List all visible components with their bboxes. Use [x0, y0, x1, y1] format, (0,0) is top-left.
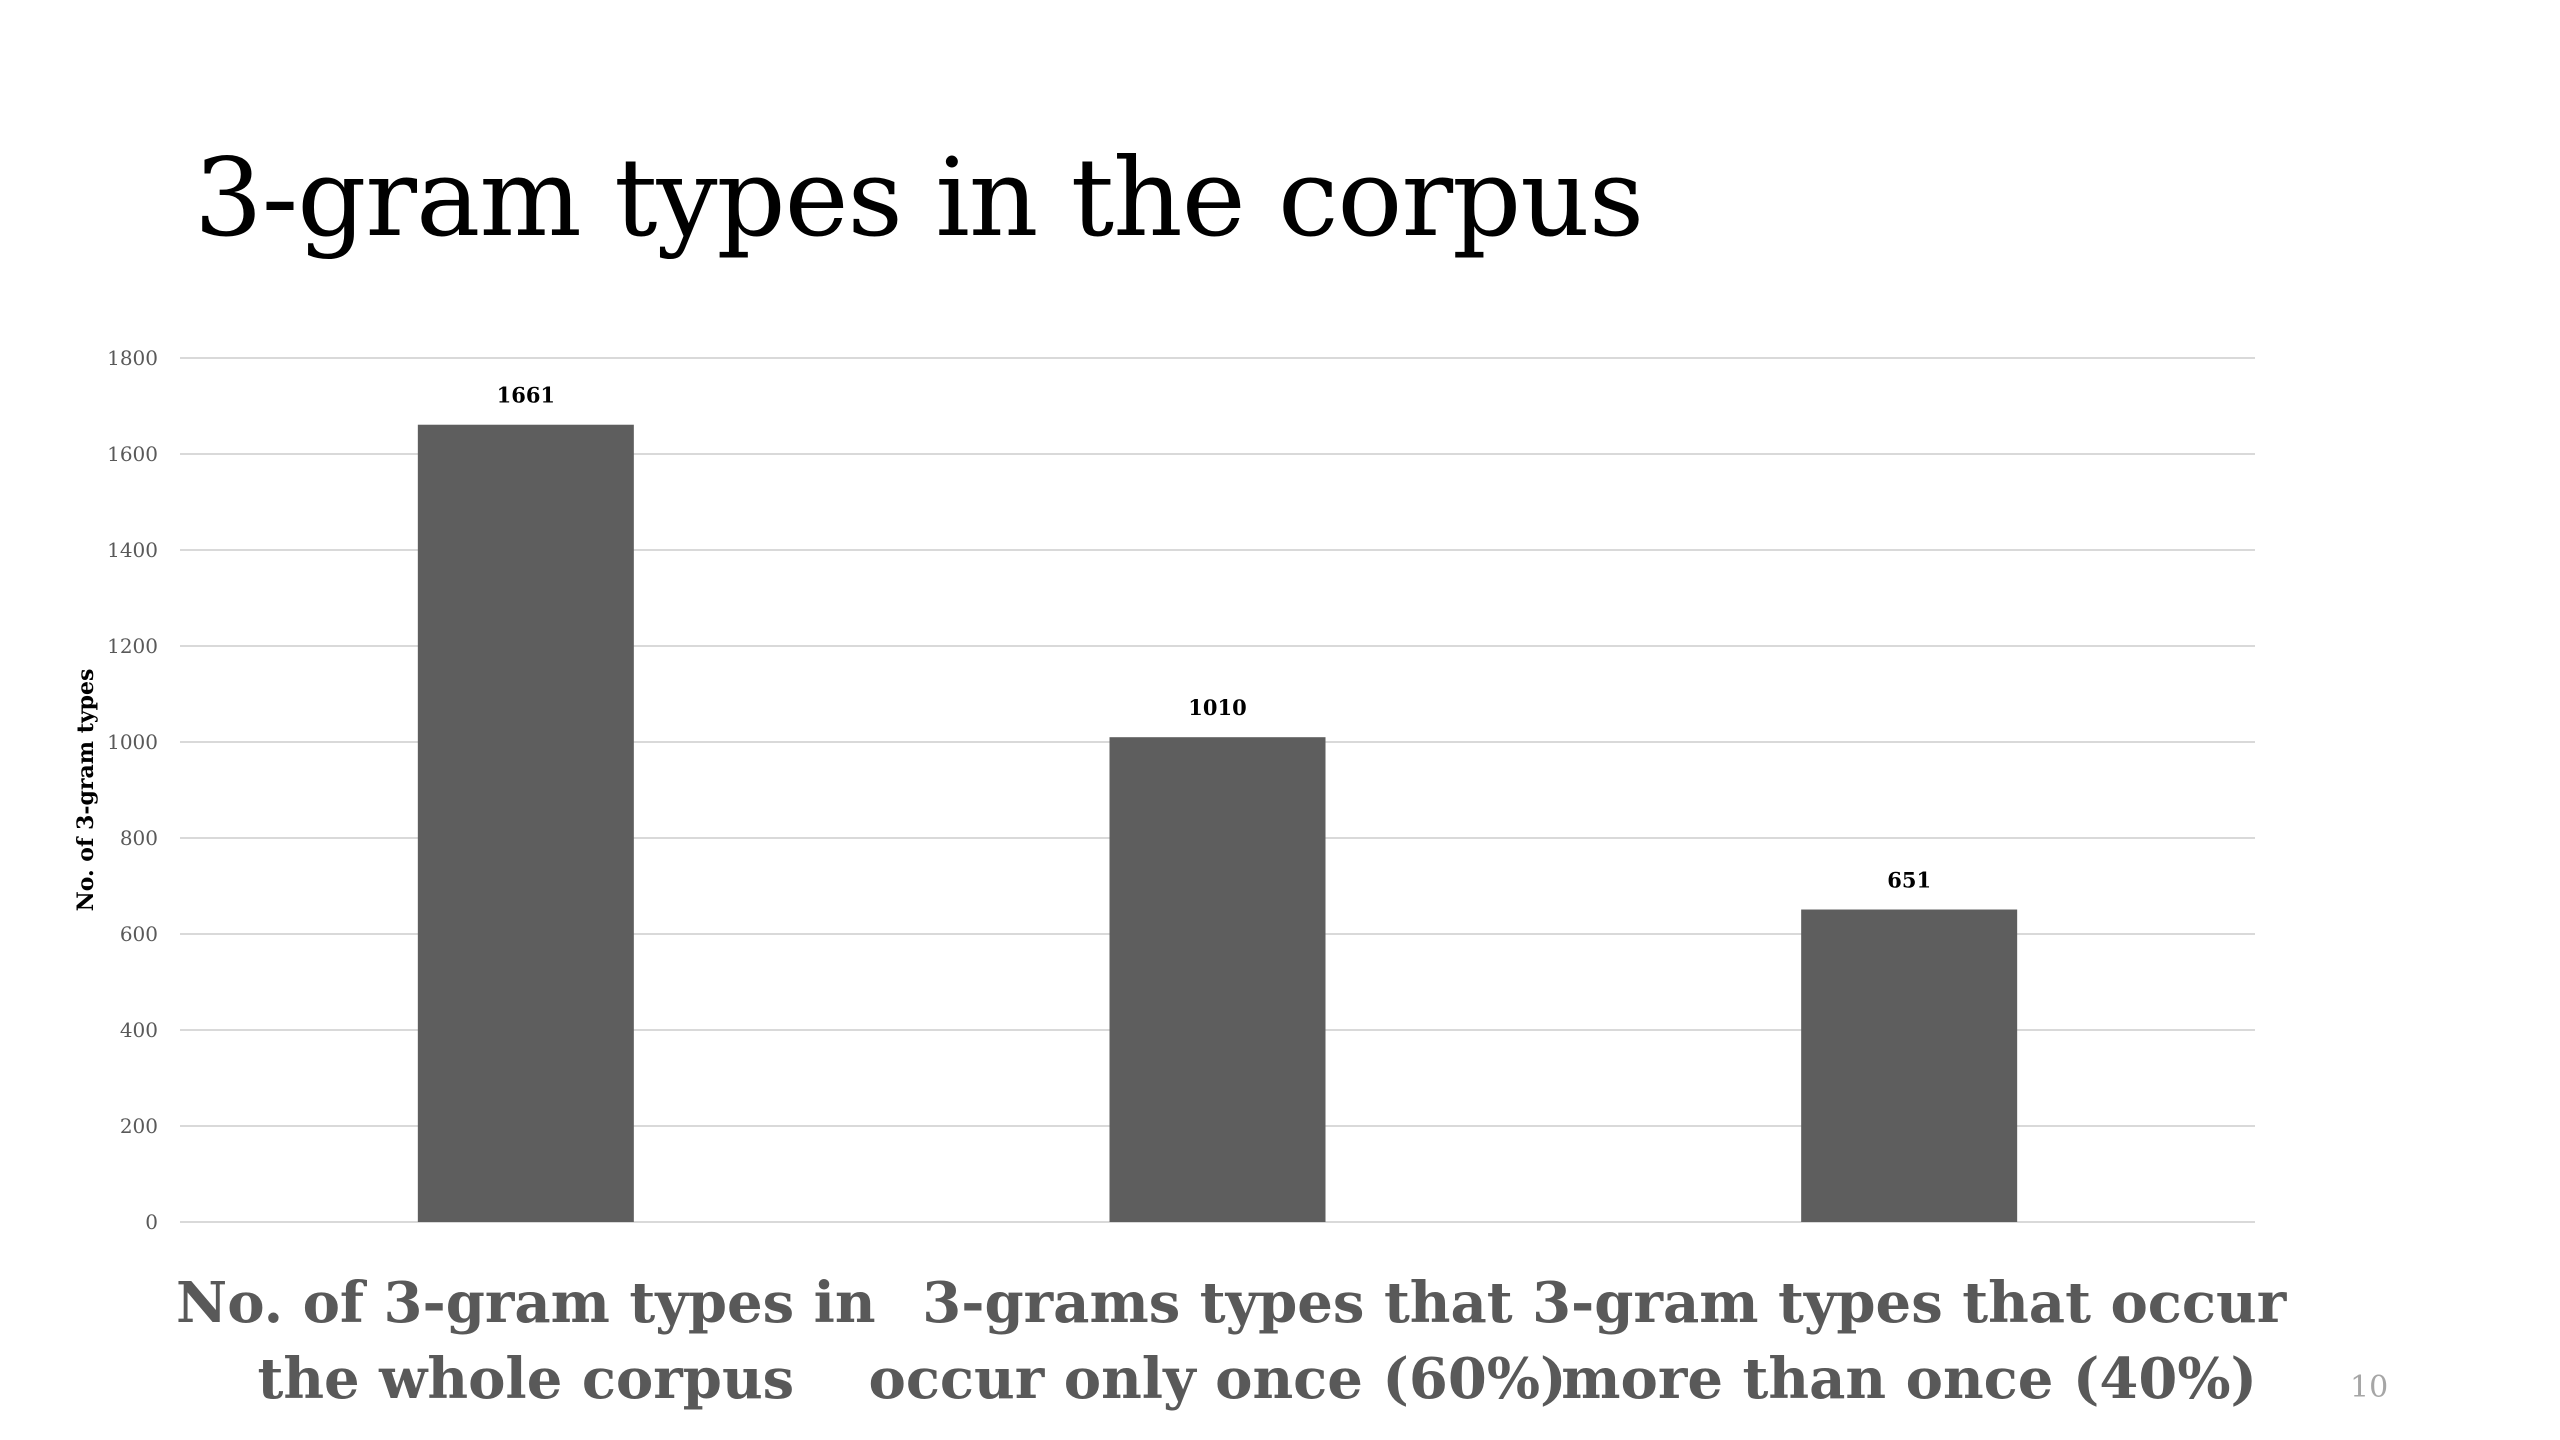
bar: [417, 424, 634, 1223]
category-label-line: No. of 3-gram types in: [176, 1270, 876, 1336]
category-label: 3-gram types that occur more than once (4…: [1532, 1270, 2288, 1412]
y-tick-label: 1600: [107, 442, 158, 466]
category-label-line: occur only once (60%): [868, 1346, 1566, 1412]
y-axis-title: No. of 3-gram types: [73, 669, 99, 912]
y-tick-label: 1000: [107, 730, 158, 754]
category-label: 3-grams types that occur only once (60%): [868, 1270, 1566, 1412]
slide-title: 3-gram types in the corpus: [194, 136, 1644, 261]
category-label-line: 3-grams types that: [922, 1270, 1513, 1336]
y-tick-label: 1800: [107, 346, 158, 370]
bar: [1801, 909, 2018, 1222]
data-label: 1661: [497, 383, 555, 408]
category-label-line: the whole corpus: [257, 1346, 794, 1412]
y-tick-label: 1400: [107, 538, 158, 562]
y-tick-label: 0: [145, 1210, 158, 1234]
category-label: No. of 3-gram types in the whole corpus: [176, 1270, 876, 1412]
data-label: 651: [1887, 868, 1931, 893]
y-tick-label: 600: [120, 922, 158, 946]
y-tick-label: 200: [120, 1114, 158, 1138]
data-label: 1010: [1188, 695, 1246, 720]
y-tick-label: 1200: [107, 634, 158, 658]
y-tick-label: 800: [120, 826, 158, 850]
page-number: 10: [2350, 1370, 2389, 1405]
category-label-line: more than once (40%): [1561, 1346, 2257, 1412]
category-label-line: 3-gram types that occur: [1532, 1270, 2288, 1336]
bar: [1109, 737, 1326, 1222]
y-tick-label: 400: [120, 1018, 158, 1042]
